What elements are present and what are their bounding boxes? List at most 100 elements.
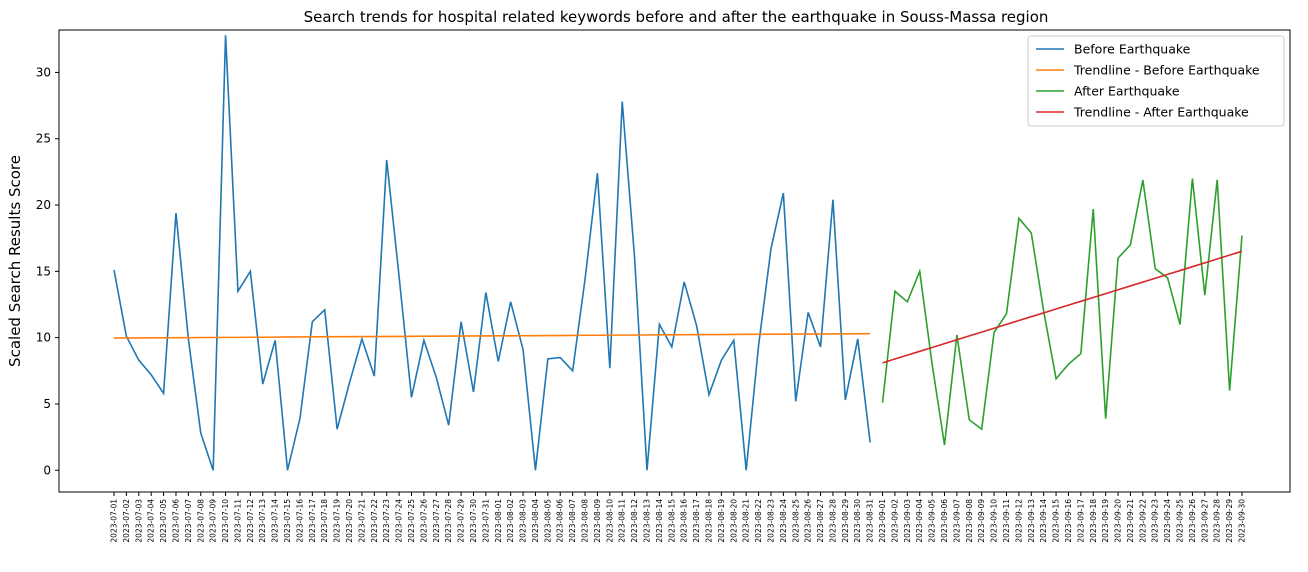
x-tick-label: 2023-09-16 — [1064, 499, 1073, 543]
y-tick-label: 5 — [43, 397, 51, 411]
x-tick-label: 2023-08-13 — [643, 499, 652, 543]
series-line — [881, 178, 1243, 446]
x-tick-label: 2023-07-24 — [395, 499, 404, 543]
series-line — [113, 332, 871, 339]
x-tick-label: 2023-07-27 — [432, 499, 441, 543]
x-tick-label: 2023-09-14 — [1039, 499, 1048, 543]
x-tick-label: 2023-09-24 — [1163, 499, 1172, 543]
x-tick-label: 2023-09-06 — [940, 499, 949, 543]
x-tick-label: 2023-08-23 — [766, 499, 775, 543]
x-tick-label: 2023-09-02 — [890, 499, 899, 543]
x-tick-label: 2023-07-19 — [333, 499, 342, 543]
series-line — [882, 250, 1243, 364]
x-tick-label: 2023-08-24 — [779, 499, 788, 543]
x-tick-label: 2023-07-09 — [209, 499, 218, 543]
x-tick-label: 2023-07-31 — [481, 499, 490, 543]
legend-label: Before Earthquake — [1074, 42, 1191, 57]
x-tick-label: 2023-07-08 — [196, 499, 205, 543]
y-axis-label: Scaled Search Results Score — [6, 155, 24, 367]
x-tick-label: 2023-09-15 — [1052, 499, 1061, 543]
x-tick-label: 2023-09-22 — [1138, 499, 1147, 543]
x-tick-label: 2023-09-10 — [990, 499, 999, 543]
x-tick-label: 2023-08-29 — [841, 499, 850, 543]
x-tick-label: 2023-08-31 — [866, 499, 875, 543]
y-tick-label: 20 — [36, 198, 51, 212]
x-tick-label: 2023-07-05 — [159, 499, 168, 543]
x-tick-label: 2023-08-05 — [543, 499, 552, 543]
x-tick-label: 2023-08-20 — [729, 499, 738, 543]
x-tick-label: 2023-08-18 — [704, 499, 713, 543]
x-tick-label: 2023-09-29 — [1225, 499, 1234, 543]
x-tick-label: 2023-08-22 — [754, 499, 763, 543]
x-tick-label: 2023-07-21 — [357, 499, 366, 543]
plot-frame — [58, 29, 1291, 493]
x-tick-label: 2023-08-27 — [816, 499, 825, 543]
x-tick-label: 2023-07-25 — [407, 499, 416, 543]
x-tick-label: 2023-09-28 — [1213, 499, 1222, 543]
x-tick-label: 2023-09-18 — [1089, 499, 1098, 543]
x-tick-label: 2023-08-26 — [804, 499, 813, 543]
x-tick-label: 2023-07-20 — [345, 499, 354, 543]
x-tick-label: 2023-09-30 — [1238, 499, 1247, 543]
x-tick-label: 2023-09-19 — [1101, 499, 1110, 543]
legend-label: After Earthquake — [1074, 84, 1180, 99]
x-tick-label: 2023-07-07 — [184, 499, 193, 543]
x-tick-label: 2023-08-02 — [506, 499, 515, 543]
y-tick-label: 0 — [43, 463, 51, 477]
x-tick-label: 2023-08-01 — [494, 499, 503, 543]
x-tick-label: 2023-09-26 — [1188, 499, 1197, 543]
x-tick-label: 2023-09-27 — [1200, 499, 1209, 543]
x-tick-label: 2023-08-15 — [667, 499, 676, 543]
x-tick-label: 2023-07-22 — [370, 499, 379, 543]
x-tick-label: 2023-08-12 — [630, 499, 639, 543]
x-tick-label: 2023-09-17 — [1076, 499, 1085, 543]
x-tick-label: 2023-07-03 — [134, 499, 143, 543]
x-tick-label: 2023-08-08 — [581, 499, 590, 543]
x-tick-label: 2023-08-10 — [605, 499, 614, 543]
x-tick-label: 2023-08-14 — [655, 499, 664, 543]
y-tick-label: 10 — [36, 331, 51, 345]
x-tick-label: 2023-07-26 — [419, 499, 428, 543]
x-tick-label: 2023-08-11 — [618, 499, 627, 543]
x-tick-label: 2023-08-03 — [519, 499, 528, 543]
x-tick-label: 2023-09-23 — [1151, 499, 1160, 543]
x-tick-label: 2023-08-07 — [568, 499, 577, 543]
x-tick-label: 2023-09-11 — [1002, 499, 1011, 543]
x-tick-label: 2023-07-04 — [147, 499, 156, 543]
x-tick-label: 2023-07-17 — [308, 499, 317, 543]
x-tick-label: 2023-08-21 — [742, 499, 751, 543]
x-tick-label: 2023-09-04 — [915, 499, 924, 543]
x-tick-label: 2023-07-14 — [271, 499, 280, 543]
x-tick-label: 2023-08-04 — [531, 499, 540, 543]
x-tick-label: 2023-07-23 — [382, 499, 391, 543]
x-tick-label: 2023-07-18 — [320, 499, 329, 543]
x-tick-label: 2023-08-25 — [791, 499, 800, 543]
x-tick-label: 2023-09-05 — [928, 499, 937, 543]
x-tick-label: 2023-07-01 — [110, 499, 119, 543]
x-tick-label: 2023-07-06 — [171, 499, 180, 543]
x-tick-label: 2023-09-13 — [1027, 499, 1036, 543]
series-line — [113, 35, 871, 471]
y-tick-label: 25 — [36, 132, 51, 146]
x-tick-label: 2023-09-07 — [952, 499, 961, 543]
x-tick-label: 2023-08-30 — [853, 499, 862, 543]
y-tick-label: 15 — [36, 264, 51, 278]
x-tick-label: 2023-08-16 — [680, 499, 689, 543]
x-tick-label: 2023-07-16 — [295, 499, 304, 543]
x-tick-label: 2023-09-25 — [1176, 499, 1185, 543]
x-tick-label: 2023-09-03 — [903, 499, 912, 543]
x-tick-label: 2023-07-30 — [469, 499, 478, 543]
x-tick-label: 2023-09-01 — [878, 499, 887, 543]
x-tick-label: 2023-09-12 — [1014, 499, 1023, 543]
x-tick-label: 2023-08-09 — [593, 499, 602, 543]
legend-box — [1027, 35, 1285, 127]
x-tick-label: 2023-07-28 — [444, 499, 453, 543]
x-tick-label: 2023-07-11 — [233, 499, 242, 543]
legend-label: Trendline - After Earthquake — [1073, 105, 1249, 120]
chart-title: Search trends for hospital related keywo… — [304, 8, 1049, 26]
x-tick-label: 2023-09-21 — [1126, 499, 1135, 543]
x-tick-label: 2023-08-17 — [692, 499, 701, 543]
x-tick-label: 2023-08-28 — [828, 499, 837, 543]
